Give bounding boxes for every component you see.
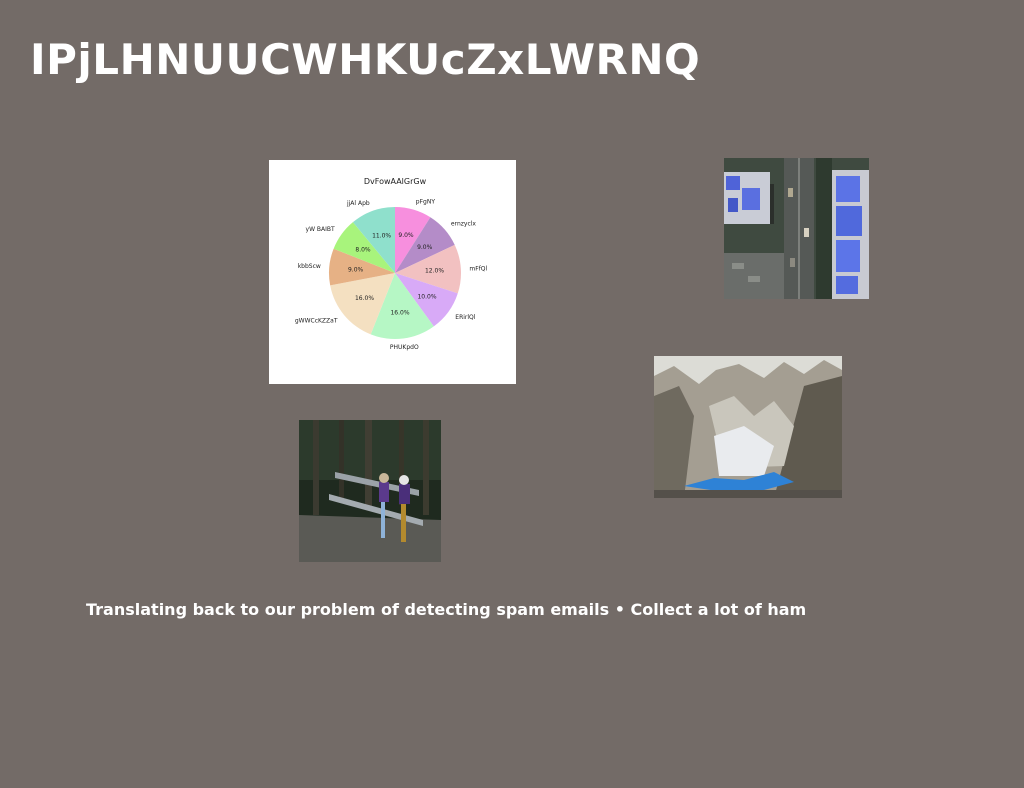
pie-slice-5 xyxy=(330,273,395,335)
pie-chart: DvFowAAlGrGw 9.0% 9.0% 12.0% 10.0% 16.0% 16.0… xyxy=(269,160,516,384)
pie-slice-4 xyxy=(370,273,434,339)
slide-title: IPjLHNUUCWHKUcZxLWRNQ xyxy=(30,35,701,84)
pie-pct-label-0: 9.0% xyxy=(398,232,414,239)
pie-slice-7 xyxy=(333,222,395,273)
pie-pct-label-7: 8.0% xyxy=(355,247,371,254)
pie-pct-label-4: 16.0% xyxy=(390,309,409,316)
pie-slice-8 xyxy=(352,207,395,273)
pie-category-label-8: jjAl Apb xyxy=(346,200,370,207)
pie-category-label-4: PHUKpdO xyxy=(390,344,419,351)
pie-slice-6 xyxy=(329,248,395,286)
pie-slice-0 xyxy=(395,207,431,273)
pie-chart-svg: DvFowAAlGrGw 9.0%9.0%12.0%10.0%16.0%16.0… xyxy=(295,177,488,351)
aerial-street-image xyxy=(724,158,869,299)
slide-caption: Translating back to our problem of detec… xyxy=(86,600,807,619)
pie-category-label-5: gWWCcKZZaT xyxy=(295,318,338,325)
forest-bench-photo xyxy=(299,420,441,562)
mountain-image xyxy=(654,356,842,498)
pie-slice-2 xyxy=(395,244,461,294)
mountain-photo xyxy=(654,356,842,498)
pie-category-label-1: ernzyclx xyxy=(451,221,477,228)
pie-pct-label-1: 9.0% xyxy=(417,244,433,251)
pie-pct-label-2: 12.0% xyxy=(425,268,444,275)
pie-pct-label-6: 9.0% xyxy=(348,266,364,273)
pie-category-label-3: ERirlQl xyxy=(455,314,475,321)
pie-category-label-2: mFfQl xyxy=(469,265,487,272)
pie-slice-3 xyxy=(395,273,458,327)
pie-category-label-6: kbbScw xyxy=(298,263,321,270)
pie-category-label-7: yW BAIBT xyxy=(306,226,335,233)
aerial-street-photo xyxy=(724,158,869,299)
pie-slice-1 xyxy=(395,217,455,273)
pie-pct-label-3: 10.0% xyxy=(417,293,436,300)
pie-pct-label-8: 11.0% xyxy=(372,233,391,240)
chart-title: DvFowAAlGrGw xyxy=(364,177,427,186)
forest-bench-image xyxy=(299,420,441,562)
pie-category-label-0: pFgNY xyxy=(416,198,436,205)
pie-pct-label-5: 16.0% xyxy=(355,295,374,302)
